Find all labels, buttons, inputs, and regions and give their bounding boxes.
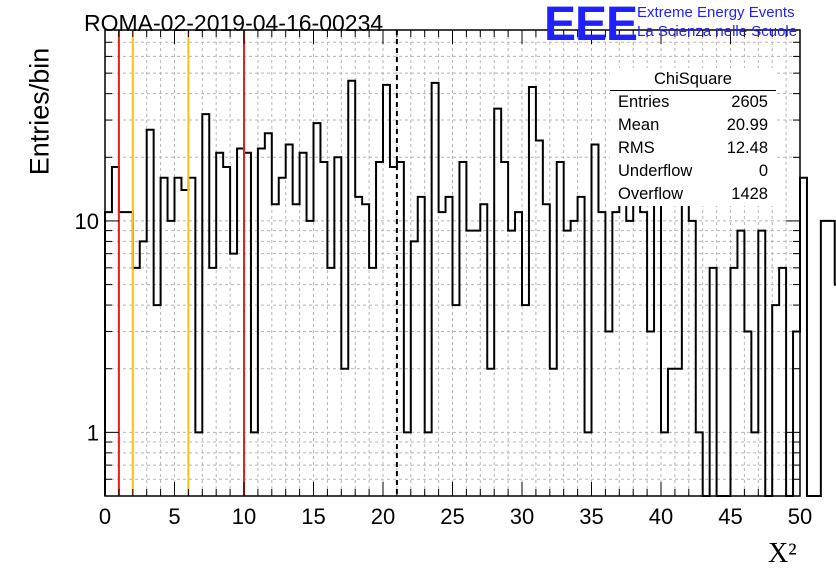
eee-logo: EEE Extreme Energy Events La Scienza nel… xyxy=(544,0,797,51)
x-tick-label: 35 xyxy=(579,504,603,529)
y-axis-title: Entries/bin xyxy=(24,47,55,176)
x-tick-label: 30 xyxy=(510,504,534,529)
logo-line-1: Extreme Energy Events xyxy=(637,4,795,21)
x-tick-label: 10 xyxy=(232,504,256,529)
stats-title: ChiSquare xyxy=(610,68,776,91)
x-tick-label: 20 xyxy=(371,504,395,529)
stats-value: 2605 xyxy=(731,93,768,111)
stats-value: 0 xyxy=(758,162,768,180)
plot-title: ROMA-02-2019-04-16-00234 xyxy=(84,10,384,36)
x-tick-label: 0 xyxy=(99,504,111,529)
y-tick-label: 10 xyxy=(75,209,99,234)
stats-row: Mean 20.99 xyxy=(610,114,776,137)
stats-row: RMS 12.48 xyxy=(610,137,776,160)
x-tick-label: 5 xyxy=(168,504,180,529)
stats-label: Entries xyxy=(618,93,670,111)
x-axis-title: X² xyxy=(768,538,797,569)
y-tick-label: 1 xyxy=(87,420,99,445)
stats-label: RMS xyxy=(618,139,655,157)
x-tick-label: 45 xyxy=(718,504,742,529)
x-tick-label: 50 xyxy=(788,504,812,529)
x-tick-label: 15 xyxy=(301,504,325,529)
stats-label: Underflow xyxy=(618,162,693,180)
stats-row: Overflow 1428 xyxy=(610,183,776,206)
stats-label: Mean xyxy=(618,116,660,134)
stats-box: ChiSquare Entries 2605 Mean 20.99 RMS 12.48… xyxy=(610,68,776,206)
histogram-series xyxy=(104,79,836,497)
stats-row: Entries 2605 xyxy=(610,91,776,114)
logo-text: Extreme Energy Events La Scienza nelle S… xyxy=(637,3,797,41)
logo-letters: EEE xyxy=(544,0,638,51)
stats-value: 20.99 xyxy=(726,116,768,134)
stats-label: Overflow xyxy=(618,185,684,203)
stats-row: Underflow 0 xyxy=(610,160,776,183)
x-tick-label: 25 xyxy=(440,504,464,529)
stats-value: 1428 xyxy=(731,185,768,203)
stats-value: 12.48 xyxy=(726,139,768,157)
x-tick-label: 40 xyxy=(649,504,673,529)
logo-line-2: La Scienza nelle Scuole xyxy=(637,23,798,40)
